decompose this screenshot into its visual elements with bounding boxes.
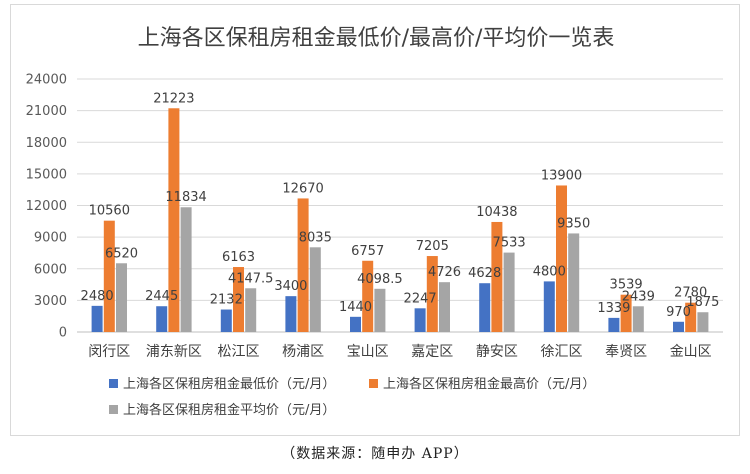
bar xyxy=(116,263,127,332)
bar xyxy=(156,306,168,332)
bar xyxy=(168,108,180,333)
data-label: 2439 xyxy=(622,289,655,304)
legend-label: 上海各区保租房租金最低价（元/月） xyxy=(123,376,335,392)
legend-swatch xyxy=(369,379,378,388)
bar xyxy=(439,282,450,332)
data-label: 10438 xyxy=(476,205,517,220)
x-axis-categories: 闵行区 浦东新区 松江区 杨浦区 宝山区 嘉定区 静安区 徐汇区 奉贤区 金山区 xyxy=(88,344,711,360)
data-label: 21223 xyxy=(153,91,194,106)
bar xyxy=(374,288,386,332)
source-note: （数据来源：随申办 APP） xyxy=(281,446,469,462)
bar xyxy=(103,220,115,332)
data-label: 4726 xyxy=(428,265,461,280)
data-label: 11834 xyxy=(165,190,206,205)
legend: 上海各区保租房租金最低价（元/月） 上海各区保租房租金最高价（元/月） 上海各区保租… xyxy=(109,376,595,418)
legend-swatch xyxy=(109,405,118,414)
data-label: 7533 xyxy=(493,236,526,251)
y-tick-label: 15000 xyxy=(26,167,67,182)
y-tick-label: 6000 xyxy=(34,262,67,277)
bar xyxy=(350,316,361,332)
category-label: 杨浦区 xyxy=(282,344,324,360)
y-tick-label: 9000 xyxy=(34,231,67,246)
category-label: 松江区 xyxy=(218,344,260,360)
y-axis-ticks: 0 3000 6000 9000 12000 15000 18000 21000 24000 xyxy=(26,73,67,341)
data-label: 4147.5 xyxy=(228,271,274,286)
data-labels: 2480 10560 6520 2445 21223 11834 2132 6163 4147.… xyxy=(81,91,720,320)
data-label: 3400 xyxy=(274,279,307,294)
bar xyxy=(608,317,620,332)
category-label: 金山区 xyxy=(670,344,712,360)
bar xyxy=(697,312,709,332)
data-label: 12670 xyxy=(282,181,323,196)
data-label: 3539 xyxy=(610,278,643,293)
data-label: 6163 xyxy=(222,250,255,265)
chart-frame: 上海各区保租房租金最低价/最高价/平均价一览表 0 3000 6000 9000 120… xyxy=(10,4,740,436)
data-label: 2247 xyxy=(404,291,437,306)
chart: 上海各区保租房租金最低价/最高价/平均价一览表 0 3000 6000 9000 120… xyxy=(26,26,723,418)
legend-label: 上海各区保租房租金最高价（元/月） xyxy=(383,376,595,392)
chart-title: 上海各区保租房租金最低价/最高价/平均价一览表 xyxy=(138,26,615,51)
data-label: 10560 xyxy=(89,204,130,219)
bar xyxy=(245,288,257,332)
data-label: 4800 xyxy=(533,264,566,279)
data-label: 2132 xyxy=(210,293,243,308)
bar xyxy=(479,283,491,332)
category-label: 嘉定区 xyxy=(411,344,453,360)
data-label: 2480 xyxy=(81,289,114,304)
data-label: 6520 xyxy=(105,246,138,261)
bar xyxy=(285,296,297,332)
bar xyxy=(180,207,192,332)
category-label: 宝山区 xyxy=(347,344,389,360)
bar xyxy=(685,302,697,332)
bar xyxy=(620,294,632,332)
bar xyxy=(362,260,374,332)
bar xyxy=(491,221,503,332)
bar xyxy=(543,281,555,332)
category-label: 静安区 xyxy=(476,344,518,360)
bar xyxy=(556,185,567,332)
bar xyxy=(414,308,426,332)
data-label: 2780 xyxy=(674,286,707,301)
y-tick-label: 21000 xyxy=(26,104,67,119)
bar xyxy=(426,256,438,332)
data-label: 13900 xyxy=(541,168,582,183)
bar xyxy=(568,233,580,332)
data-label: 1440 xyxy=(339,300,372,315)
category-label: 奉贤区 xyxy=(605,344,647,360)
y-tick-label: 18000 xyxy=(26,136,67,151)
bar xyxy=(673,321,684,332)
bar xyxy=(632,306,644,332)
y-tick-label: 24000 xyxy=(26,73,67,88)
data-label: 6757 xyxy=(351,244,384,259)
data-label: 2445 xyxy=(145,289,178,304)
bar xyxy=(220,309,232,332)
category-label: 浦东新区 xyxy=(146,344,202,360)
category-label: 徐汇区 xyxy=(541,344,583,360)
bar xyxy=(233,267,244,332)
data-label: 1875 xyxy=(686,295,719,310)
bar xyxy=(91,305,103,332)
data-label: 4628 xyxy=(468,266,501,281)
data-label: 9350 xyxy=(557,216,590,231)
y-tick-label: 3000 xyxy=(34,294,67,309)
y-tick-label: 12000 xyxy=(26,199,67,214)
data-label: 7205 xyxy=(416,239,449,254)
bar xyxy=(297,198,309,332)
legend-swatch xyxy=(109,379,118,388)
y-tick-label: 0 xyxy=(59,326,67,341)
data-label: 4098.5 xyxy=(357,272,403,287)
data-label: 8035 xyxy=(299,230,332,245)
data-label: 970 xyxy=(666,305,691,320)
category-label: 闵行区 xyxy=(88,344,130,360)
bar xyxy=(503,252,515,332)
bar xyxy=(309,247,321,332)
data-label: 1339 xyxy=(597,301,630,316)
legend-label: 上海各区保租房租金平均价（元/月） xyxy=(123,402,335,418)
bars xyxy=(91,108,709,333)
